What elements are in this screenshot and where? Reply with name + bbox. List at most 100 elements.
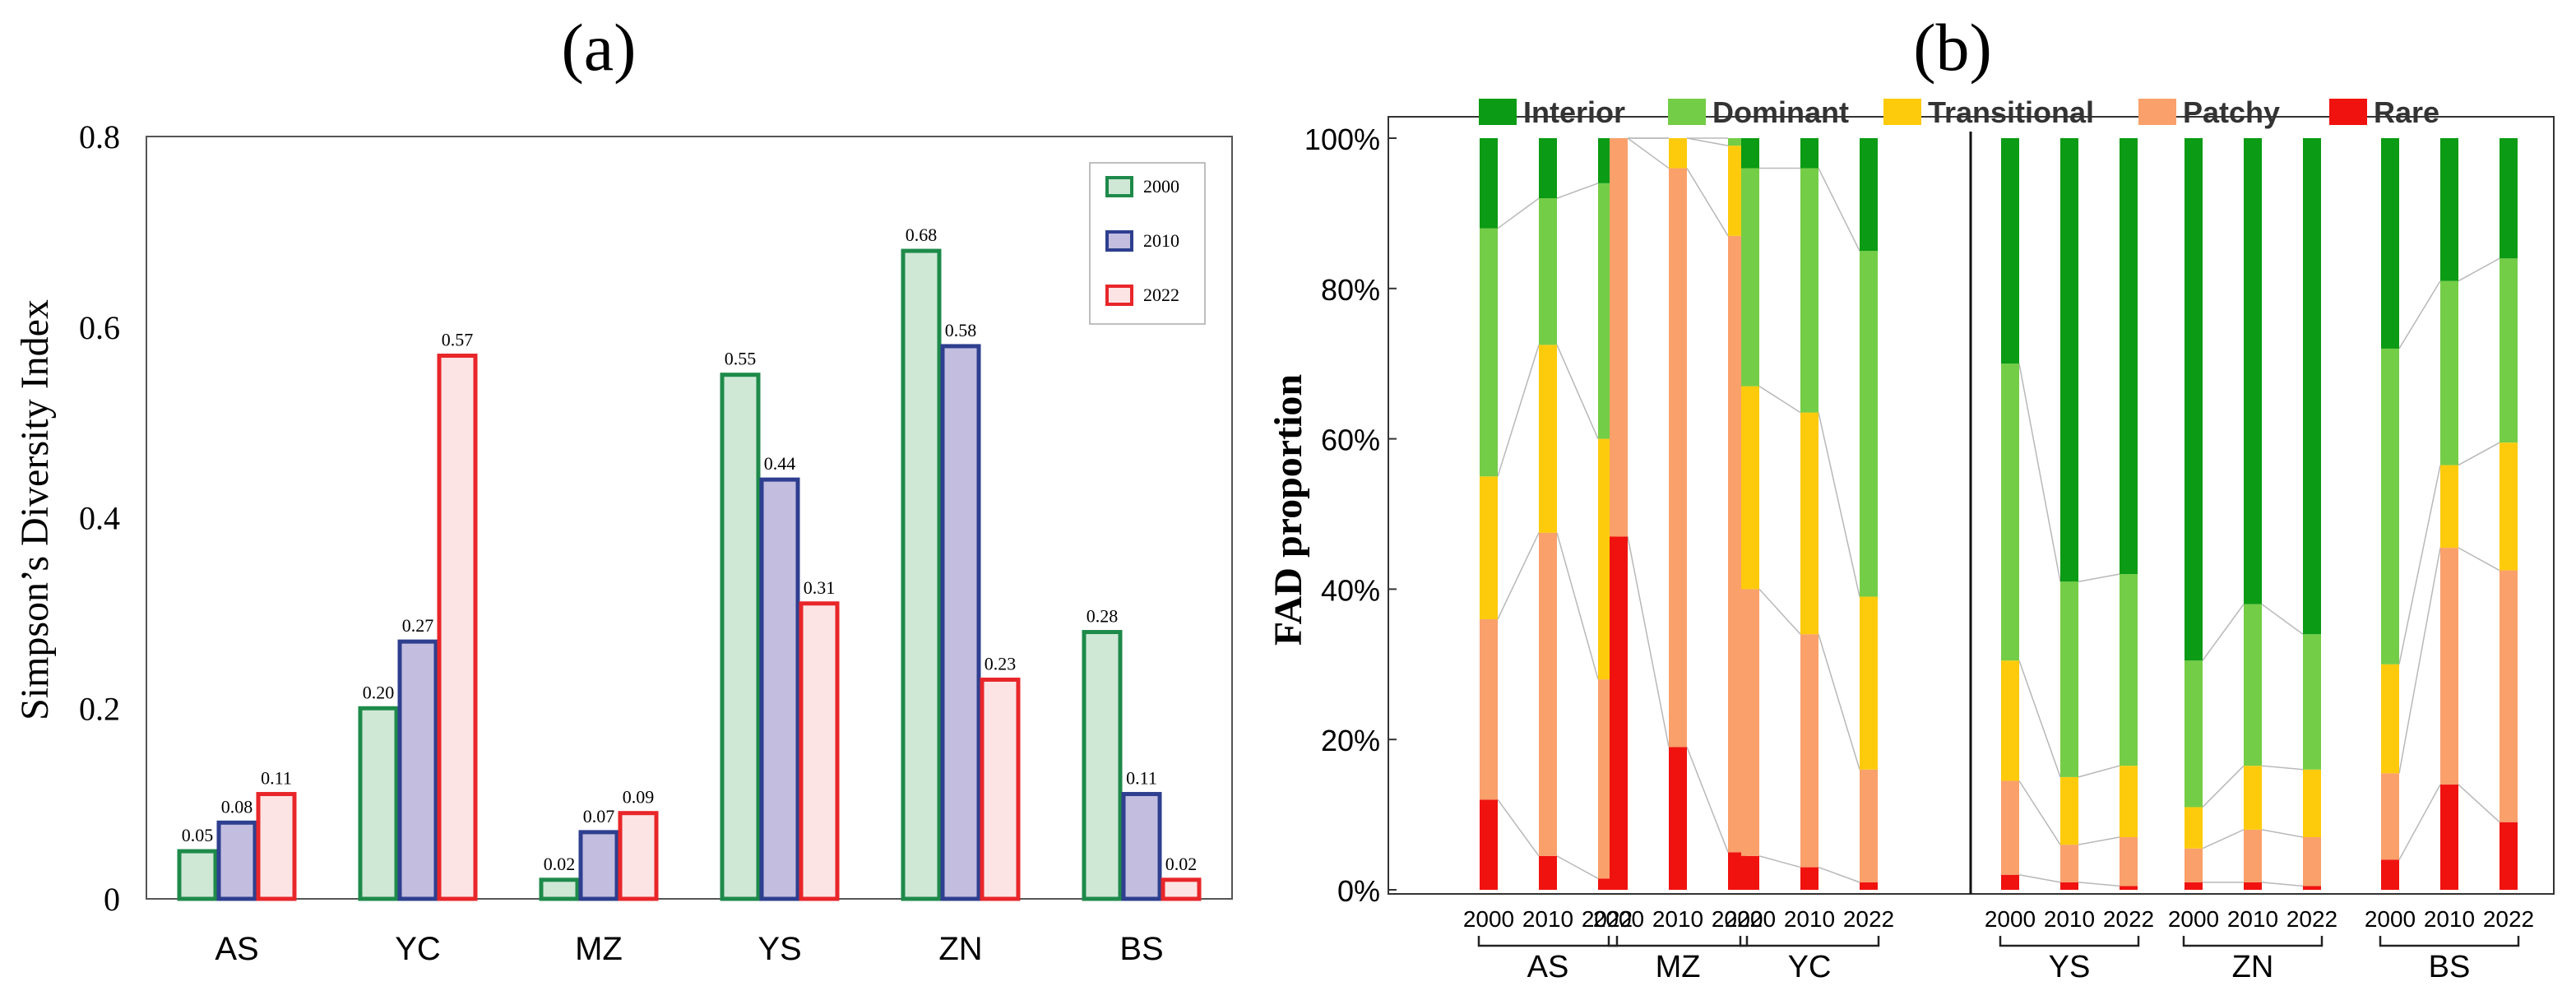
group-bracket-yc: [1739, 936, 1880, 947]
panel-a-plot-frame: [146, 136, 1233, 900]
group-label-ys: YS: [2049, 950, 2091, 984]
connector-line: [2261, 882, 2304, 887]
connector-line: [2398, 547, 2441, 774]
x-tick-label-zn: ZN: [938, 931, 982, 967]
legend-swatch-2010: [1105, 230, 1133, 252]
connector-line: [1556, 532, 1599, 680]
x-tick-year: 2022: [2103, 906, 2154, 932]
segment-mz-2000-rare: [1610, 536, 1628, 890]
segment-ys-2010-rare: [2060, 882, 2078, 890]
y-tick-label: 0.8: [79, 118, 120, 155]
panel-b-y-axis-title: FAD proportion: [1267, 374, 1310, 646]
y-tick-label: 40%: [1321, 573, 1380, 607]
x-tick-year: 2010: [2044, 906, 2095, 932]
group-label-bs: BS: [2429, 950, 2471, 984]
x-tick-year: 2010: [1652, 906, 1703, 932]
connector-line: [2398, 784, 2441, 860]
x-tick-label-ys: YS: [758, 931, 801, 967]
segment-yc-2010-interior: [1800, 138, 1818, 169]
bar-as-2022: [256, 792, 297, 901]
connector-line: [1758, 588, 1801, 635]
x-tick-year: 2000: [1725, 906, 1776, 932]
connector-line: [1556, 183, 1599, 199]
x-tick-label-as: AS: [215, 931, 258, 967]
segment-bs-2010-dominant: [2440, 280, 2458, 465]
segment-ys-2022-dominant: [2120, 574, 2138, 766]
segment-ys-2022-rare: [2120, 886, 2138, 890]
connector-line: [2458, 784, 2500, 823]
bar-value-label: 0.02: [544, 854, 576, 874]
segment-yc-2010-patchy: [1800, 634, 1818, 868]
y-tick-label: 20%: [1321, 724, 1380, 757]
segment-bs-2000-dominant: [2381, 348, 2399, 664]
bar-bs-2010: [1121, 792, 1162, 901]
segment-zn-2010-rare: [2244, 882, 2262, 890]
legend-swatch-dominant: [1668, 99, 1706, 125]
bar-value-label: 0.28: [1086, 606, 1119, 627]
x-tick-year: 2010: [2424, 906, 2475, 932]
segment-yc-2000-rare: [1741, 855, 1759, 890]
segment-ys-2010-dominant: [2060, 581, 2078, 777]
segment-zn-2000-patchy: [2185, 848, 2203, 882]
connector-line: [1686, 137, 1729, 146]
segment-bs-2010-interior: [2440, 138, 2458, 281]
bar-value-label: 0.11: [261, 768, 292, 789]
connector-line: [1686, 168, 1729, 237]
y-tick-label: 0.2: [79, 690, 120, 727]
legend-swatch-transitional: [1883, 99, 1921, 125]
segment-yc-2000-interior: [1741, 138, 1759, 169]
group-bracket-mz: [1607, 936, 1749, 947]
connector-line: [1627, 536, 1670, 748]
segment-yc-2000-dominant: [1741, 168, 1759, 387]
segment-yc-2022-dominant: [1860, 251, 1878, 597]
segment-ys-2022-patchy: [2120, 837, 2138, 887]
connector-line: [2261, 604, 2304, 635]
x-tick-label-bs: BS: [1119, 931, 1163, 967]
panel-b-label: (b): [1913, 10, 1992, 85]
segment-bs-2022-rare: [2500, 822, 2518, 890]
y-tick-label: 100%: [1304, 123, 1380, 156]
connector-line: [1686, 747, 1729, 853]
y-tick-label: 0%: [1337, 874, 1380, 908]
legend-swatch-rare: [2329, 99, 2367, 125]
bar-ys-2010: [759, 477, 800, 901]
x-tick-label-yc: YC: [395, 931, 441, 967]
bar-value-label: 0.08: [221, 796, 253, 817]
segment-ys-2000-dominant: [2001, 363, 2019, 661]
panel-b-axes: 0% 20% 40% 60% 80% 100%: [1304, 116, 2555, 908]
x-tick-year: 2000: [2365, 906, 2416, 932]
segment-as-2010-patchy: [1539, 532, 1557, 856]
segment-bs-2000-patchy: [2381, 773, 2399, 860]
y-tick-label: 0: [104, 881, 120, 918]
legend-label-patchy: Patchy: [2183, 95, 2280, 129]
connector-line: [1497, 197, 1540, 229]
connector-line: [2078, 573, 2120, 582]
bar-zn-2000: [901, 248, 942, 901]
connector-line: [1556, 855, 1599, 879]
panel-b: (b) FAD proportion 0% 20% 40% 60% 80% 100% 20…: [1267, 10, 2555, 984]
segment-bs-2010-rare: [2440, 785, 2458, 890]
connector-line: [2398, 465, 2441, 664]
x-tick-label-mz: MZ: [575, 931, 623, 967]
segment-zn-2000-interior: [2185, 138, 2203, 661]
connector-line: [1497, 345, 1540, 477]
y-tick-label: 0.4: [79, 500, 120, 537]
panel-a-label: (a): [561, 10, 636, 85]
connector-line: [1758, 385, 1801, 414]
x-tick-year: 2000: [1985, 906, 2036, 932]
group-label-zn: ZN: [2232, 950, 2274, 984]
x-tick-year: 2000: [1463, 906, 1514, 932]
bar-value-label: 0.09: [623, 787, 655, 808]
x-tick-year: 2010: [1784, 906, 1835, 932]
connector-line: [2458, 257, 2500, 282]
panel-a-bars: 0.05 0.08 0.11 AS 0.20 0.27 0.57 YC 0.02 0.07 0.09…: [177, 225, 1202, 967]
bar-value-label: 0.11: [1126, 768, 1157, 789]
connector-line: [1627, 137, 1670, 169]
segment-yc-2022-transitional: [1860, 596, 1878, 770]
panel-a-y-axis-title: Simpson’s Diversity Index: [13, 299, 57, 720]
segment-bs-2022-patchy: [2500, 570, 2518, 822]
segment-zn-2022-dominant: [2303, 634, 2321, 770]
connector-line: [2261, 765, 2304, 771]
connector-line: [2078, 765, 2120, 778]
panel-b-bars: [1480, 138, 2518, 890]
